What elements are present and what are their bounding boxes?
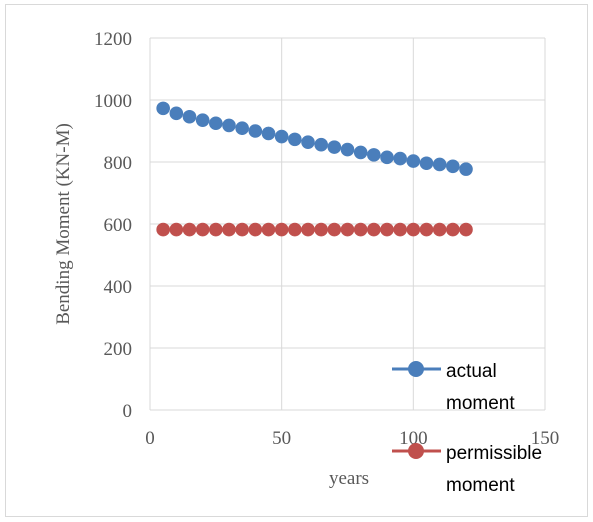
- data-point: [156, 222, 170, 237]
- legend: actual moment permissible moment: [392, 361, 542, 496]
- data-point: [288, 132, 302, 147]
- data-point: [406, 154, 421, 168]
- data-point: [261, 222, 276, 237]
- data-point: [169, 222, 184, 237]
- data-point: [446, 222, 460, 237]
- y-tick-label: 1000: [94, 91, 132, 112]
- data-point: [340, 222, 355, 237]
- x-tick-label: 150: [531, 428, 560, 449]
- x-tick-labels: 0 50 100 150: [145, 428, 559, 449]
- data-point: [314, 137, 328, 152]
- data-point: [419, 156, 434, 171]
- legend-item: actual moment: [392, 361, 515, 414]
- legend-marker: [408, 361, 424, 377]
- y-tick-label: 400: [104, 277, 133, 298]
- legend-item: permissible moment: [392, 443, 542, 496]
- series-actual-moment: [156, 101, 473, 176]
- legend-marker: [408, 443, 424, 459]
- x-axis-title: years: [329, 468, 369, 489]
- data-point: [222, 118, 236, 133]
- y-tick-label: 800: [104, 153, 133, 174]
- x-tick-label: 0: [145, 428, 155, 449]
- data-point: [301, 135, 315, 149]
- data-point: [353, 145, 368, 160]
- data-point: [380, 222, 394, 237]
- data-point: [432, 222, 447, 237]
- data-point: [367, 148, 381, 162]
- data-point: [314, 222, 328, 237]
- data-point: [288, 222, 302, 237]
- legend-label: actual: [446, 361, 497, 382]
- data-point: [340, 142, 355, 157]
- data-point: [446, 159, 460, 174]
- data-point: [419, 222, 434, 237]
- data-point: [301, 222, 315, 237]
- y-tick-label: 200: [104, 339, 133, 360]
- y-tick-labels: 0 200 400 600 800 1000 1200: [94, 29, 132, 422]
- data-point: [393, 151, 407, 166]
- data-point: [367, 222, 381, 237]
- data-point: [406, 222, 421, 237]
- data-point: [195, 222, 210, 237]
- data-point: [274, 129, 289, 144]
- y-tick-label: 600: [104, 215, 133, 236]
- series-permissible-moment: [156, 222, 473, 237]
- legend-label: permissible: [446, 443, 542, 464]
- data-point: [432, 157, 447, 172]
- data-point: [459, 162, 473, 176]
- data-point: [182, 222, 197, 237]
- data-point: [459, 222, 473, 237]
- data-point: [327, 222, 342, 237]
- data-point: [182, 109, 197, 124]
- y-tick-label: 0: [123, 401, 133, 422]
- data-point: [274, 222, 289, 237]
- data-point: [261, 126, 276, 141]
- y-axis-title: Bending Moment (KN-M): [53, 123, 74, 325]
- data-point: [195, 113, 210, 127]
- chart-frame: [5, 4, 588, 517]
- data-point: [353, 222, 368, 237]
- data-point: [235, 222, 249, 237]
- legend-label: moment: [446, 393, 515, 414]
- data-point: [248, 222, 263, 237]
- data-point: [327, 140, 342, 154]
- data-point: [209, 222, 223, 237]
- data-point: [169, 106, 184, 121]
- x-tick-label: 100: [399, 428, 428, 449]
- x-tick-label: 50: [272, 428, 291, 449]
- data-point: [209, 116, 223, 131]
- data-point: [156, 101, 170, 116]
- data-point: [393, 222, 407, 237]
- legend-label: moment: [446, 475, 515, 496]
- series-layer: [156, 101, 473, 237]
- data-point: [222, 222, 236, 237]
- y-tick-label: 1200: [94, 29, 132, 50]
- data-point: [248, 124, 263, 138]
- data-point: [380, 150, 394, 165]
- data-point: [235, 121, 249, 136]
